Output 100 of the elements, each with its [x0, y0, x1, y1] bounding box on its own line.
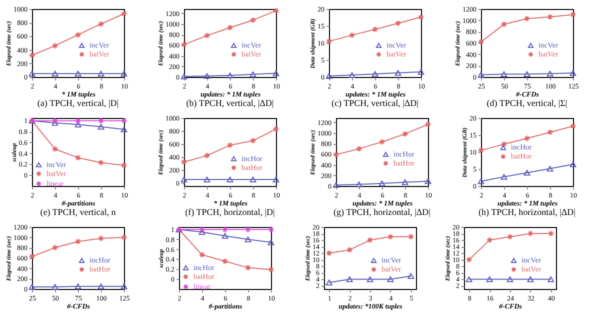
- point: [546, 14, 554, 20]
- point: [332, 182, 340, 188]
- point: [204, 152, 210, 159]
- point: [418, 69, 424, 75]
- point: [226, 72, 234, 78]
- point: [98, 70, 104, 76]
- point: [244, 236, 252, 242]
- point: [500, 140, 508, 148]
- point: [500, 174, 508, 180]
- point: [506, 276, 514, 282]
- point: [570, 70, 576, 76]
- point: [74, 154, 82, 161]
- point: [198, 226, 206, 233]
- point: [506, 234, 514, 240]
- point: [478, 178, 484, 184]
- point: [98, 117, 104, 124]
- point: [120, 126, 128, 132]
- point: [326, 280, 332, 286]
- point: [524, 135, 530, 142]
- point: [387, 276, 394, 282]
- point: [226, 24, 234, 31]
- point: [98, 124, 104, 130]
- point: [204, 73, 210, 79]
- point: [52, 70, 58, 76]
- point: [28, 284, 36, 290]
- point: [74, 32, 82, 38]
- point: [500, 21, 508, 28]
- point: [356, 182, 362, 188]
- text: (f) TPCH, horizontal, |D|: [185, 207, 276, 217]
- point: [244, 264, 252, 271]
- point: [250, 71, 256, 78]
- point: [120, 70, 128, 76]
- point: [524, 170, 530, 176]
- point: [98, 159, 104, 166]
- point: [356, 146, 362, 152]
- point: [222, 226, 228, 233]
- point: [222, 233, 228, 239]
- point: [272, 176, 280, 182]
- point: [180, 176, 188, 182]
- point: [226, 176, 234, 182]
- point: [74, 117, 82, 124]
- point: [570, 161, 576, 168]
- point: [52, 146, 58, 152]
- text: (h) TPCH, horizontal, |ΔD|: [478, 207, 576, 217]
- point: [394, 20, 402, 27]
- point: [346, 276, 353, 282]
- point: [348, 72, 356, 78]
- point: [52, 284, 58, 290]
- point: [204, 176, 210, 182]
- text: (d) TPCH, vertical, |Σ|: [486, 98, 568, 108]
- text: (c) TPCH, vertical, |ΔD|: [332, 98, 419, 108]
- point: [204, 32, 210, 39]
- point: [378, 138, 386, 146]
- point: [524, 71, 530, 78]
- point: [268, 240, 274, 246]
- point: [98, 284, 104, 290]
- point: [272, 70, 280, 76]
- point: [52, 42, 58, 49]
- point: [180, 74, 188, 80]
- point: [548, 276, 554, 282]
- point: [346, 246, 353, 254]
- point: [372, 26, 378, 33]
- point: [387, 234, 394, 240]
- point: [478, 72, 484, 78]
- point: [366, 236, 374, 244]
- point: [198, 252, 206, 258]
- point: [378, 180, 386, 186]
- point: [52, 244, 58, 251]
- point: [402, 179, 408, 186]
- point: [372, 71, 378, 77]
- text: (a) TPCH, vertical, |D|: [37, 98, 119, 108]
- point: [402, 130, 408, 138]
- text: (g) TPCH, horizontal, |ΔD|: [334, 207, 431, 217]
- point: [408, 273, 414, 279]
- point: [546, 166, 554, 172]
- point: [394, 70, 402, 76]
- text: (e) TPCH, vertical, n: [40, 207, 116, 217]
- point: [52, 117, 58, 124]
- point: [366, 276, 374, 282]
- point: [250, 176, 256, 182]
- point: [74, 70, 82, 76]
- point: [74, 238, 82, 245]
- point: [98, 235, 104, 242]
- point: [486, 276, 493, 282]
- point: [74, 284, 82, 290]
- point: [527, 230, 534, 237]
- point: [250, 16, 256, 24]
- point: [527, 276, 534, 282]
- point: [226, 142, 234, 148]
- point: [546, 129, 554, 136]
- point: [348, 32, 356, 38]
- point: [546, 70, 554, 76]
- point: [500, 71, 508, 78]
- point: [28, 70, 36, 76]
- point: [326, 73, 332, 79]
- text: (b) TPCH, vertical, |ΔD|: [186, 98, 274, 108]
- point: [466, 276, 472, 282]
- point: [98, 20, 104, 28]
- point: [222, 258, 228, 264]
- point: [486, 236, 493, 244]
